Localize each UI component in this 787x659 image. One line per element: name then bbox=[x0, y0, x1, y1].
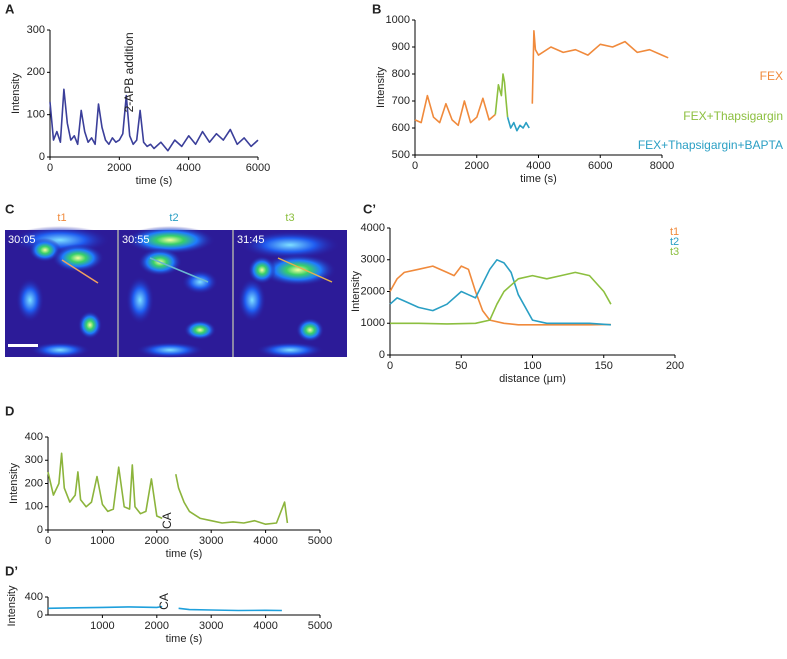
y-tick-label: 1000 bbox=[386, 14, 410, 26]
panel-letter: B bbox=[372, 1, 381, 16]
y-tick-label: 0 bbox=[379, 349, 385, 361]
legend-entry: FEX bbox=[760, 69, 783, 83]
data-line bbox=[49, 88, 259, 152]
y-tick-label: 3000 bbox=[361, 254, 385, 266]
y-tick-label: 200 bbox=[25, 477, 43, 489]
tile-2 bbox=[125, 226, 218, 358]
x-axis-label: time (s) bbox=[166, 548, 203, 560]
x-tick-label: 200 bbox=[666, 360, 684, 372]
image-time: 30:05 bbox=[8, 234, 36, 246]
y-tick-label: 700 bbox=[392, 95, 410, 107]
data-line bbox=[414, 30, 669, 127]
x-tick-label: 3000 bbox=[199, 535, 223, 547]
image-time: 30:55 bbox=[122, 234, 150, 246]
x-tick-label: 4000 bbox=[526, 160, 550, 172]
x-tick-label: 150 bbox=[595, 360, 613, 372]
image-time: 31:45 bbox=[237, 234, 265, 246]
x-tick-label: 5000 bbox=[308, 535, 332, 547]
data-line bbox=[47, 605, 282, 612]
y-tick-label: 300 bbox=[27, 24, 45, 36]
x-tick-label: 2000 bbox=[145, 620, 169, 632]
data-line bbox=[390, 271, 612, 325]
x-tick-label: 8000 bbox=[650, 160, 674, 172]
y-tick-label: 100 bbox=[25, 501, 43, 513]
y-tick-label: 500 bbox=[392, 149, 410, 161]
tile-3 bbox=[238, 231, 340, 358]
x-tick-label: 4000 bbox=[176, 162, 200, 174]
x-tick-label: 0 bbox=[412, 160, 418, 172]
y-tick-label: 800 bbox=[392, 68, 410, 80]
x-tick-label: 0 bbox=[47, 162, 53, 174]
annotation: 2-APB addition bbox=[122, 32, 136, 112]
image-label: t2 bbox=[169, 212, 178, 224]
x-tick-label: 0 bbox=[387, 360, 393, 372]
y-axis-label: Intensity bbox=[375, 67, 387, 108]
panel-letter: A bbox=[5, 1, 15, 16]
y-tick-label: 2000 bbox=[361, 285, 385, 297]
x-tick-label: 0 bbox=[45, 535, 51, 547]
panel-letter: D bbox=[5, 403, 14, 418]
x-tick-label: 2000 bbox=[145, 535, 169, 547]
legend-entry: t3 bbox=[670, 246, 679, 258]
legend-entry: t1 bbox=[670, 226, 679, 238]
y-tick-label: 4000 bbox=[361, 222, 385, 234]
y-tick-label: 200 bbox=[27, 66, 45, 78]
annotation: CA bbox=[160, 512, 174, 529]
x-tick-label: 1000 bbox=[90, 535, 114, 547]
y-tick-label: 0 bbox=[37, 609, 43, 621]
x-tick-label: 6000 bbox=[246, 162, 270, 174]
x-tick-label: 4000 bbox=[253, 535, 277, 547]
legend-entry: FEX+Thapsigargin+BAPTA bbox=[638, 138, 783, 152]
data-line bbox=[389, 259, 611, 326]
x-tick-label: 100 bbox=[523, 360, 541, 372]
legend-entry: t2 bbox=[670, 236, 679, 248]
annotation: CA bbox=[157, 593, 171, 610]
image-panels: t1 t2 t3 30:05 30:55 31:45 bbox=[5, 212, 347, 358]
y-tick-label: 100 bbox=[27, 109, 45, 121]
x-tick-label: 50 bbox=[455, 360, 467, 372]
y-tick-label: 400 bbox=[25, 431, 43, 443]
x-axis-label: distance (µm) bbox=[499, 373, 566, 385]
x-axis-label: time (s) bbox=[520, 173, 557, 185]
x-axis-label: time (s) bbox=[166, 633, 203, 645]
y-tick-label: 400 bbox=[25, 591, 43, 603]
scale-bar bbox=[8, 344, 38, 347]
image-label: t1 bbox=[57, 212, 66, 224]
x-tick-label: 2000 bbox=[465, 160, 489, 172]
y-axis-label: Intensity bbox=[10, 73, 22, 114]
x-tick-label: 2000 bbox=[107, 162, 131, 174]
x-axis-label: time (s) bbox=[136, 175, 173, 187]
x-tick-label: 6000 bbox=[588, 160, 612, 172]
y-tick-label: 0 bbox=[39, 151, 45, 163]
tile-1 bbox=[10, 226, 110, 358]
y-axis-label: Intensity bbox=[8, 463, 20, 504]
y-axis-label: Intensity bbox=[350, 271, 362, 312]
y-tick-label: 0 bbox=[37, 524, 43, 536]
panel-letter: D’ bbox=[5, 563, 18, 578]
x-tick-label: 4000 bbox=[253, 620, 277, 632]
x-tick-label: 1000 bbox=[90, 620, 114, 632]
panel-letter: C bbox=[5, 201, 15, 216]
y-tick-label: 600 bbox=[392, 122, 410, 134]
y-axis-label: Intensity bbox=[6, 585, 18, 626]
x-tick-label: 3000 bbox=[199, 620, 223, 632]
data-line bbox=[494, 73, 509, 118]
x-tick-label: 5000 bbox=[308, 620, 332, 632]
data-line bbox=[389, 265, 611, 326]
panel-letter: C’ bbox=[363, 201, 376, 216]
data-line bbox=[47, 452, 289, 525]
y-tick-label: 300 bbox=[25, 454, 43, 466]
image-label: t3 bbox=[285, 212, 294, 224]
y-tick-label: 1000 bbox=[361, 317, 385, 329]
data-line bbox=[506, 116, 530, 132]
y-tick-label: 900 bbox=[392, 41, 410, 53]
legend-entry: FEX+Thapsigargin bbox=[683, 109, 783, 123]
